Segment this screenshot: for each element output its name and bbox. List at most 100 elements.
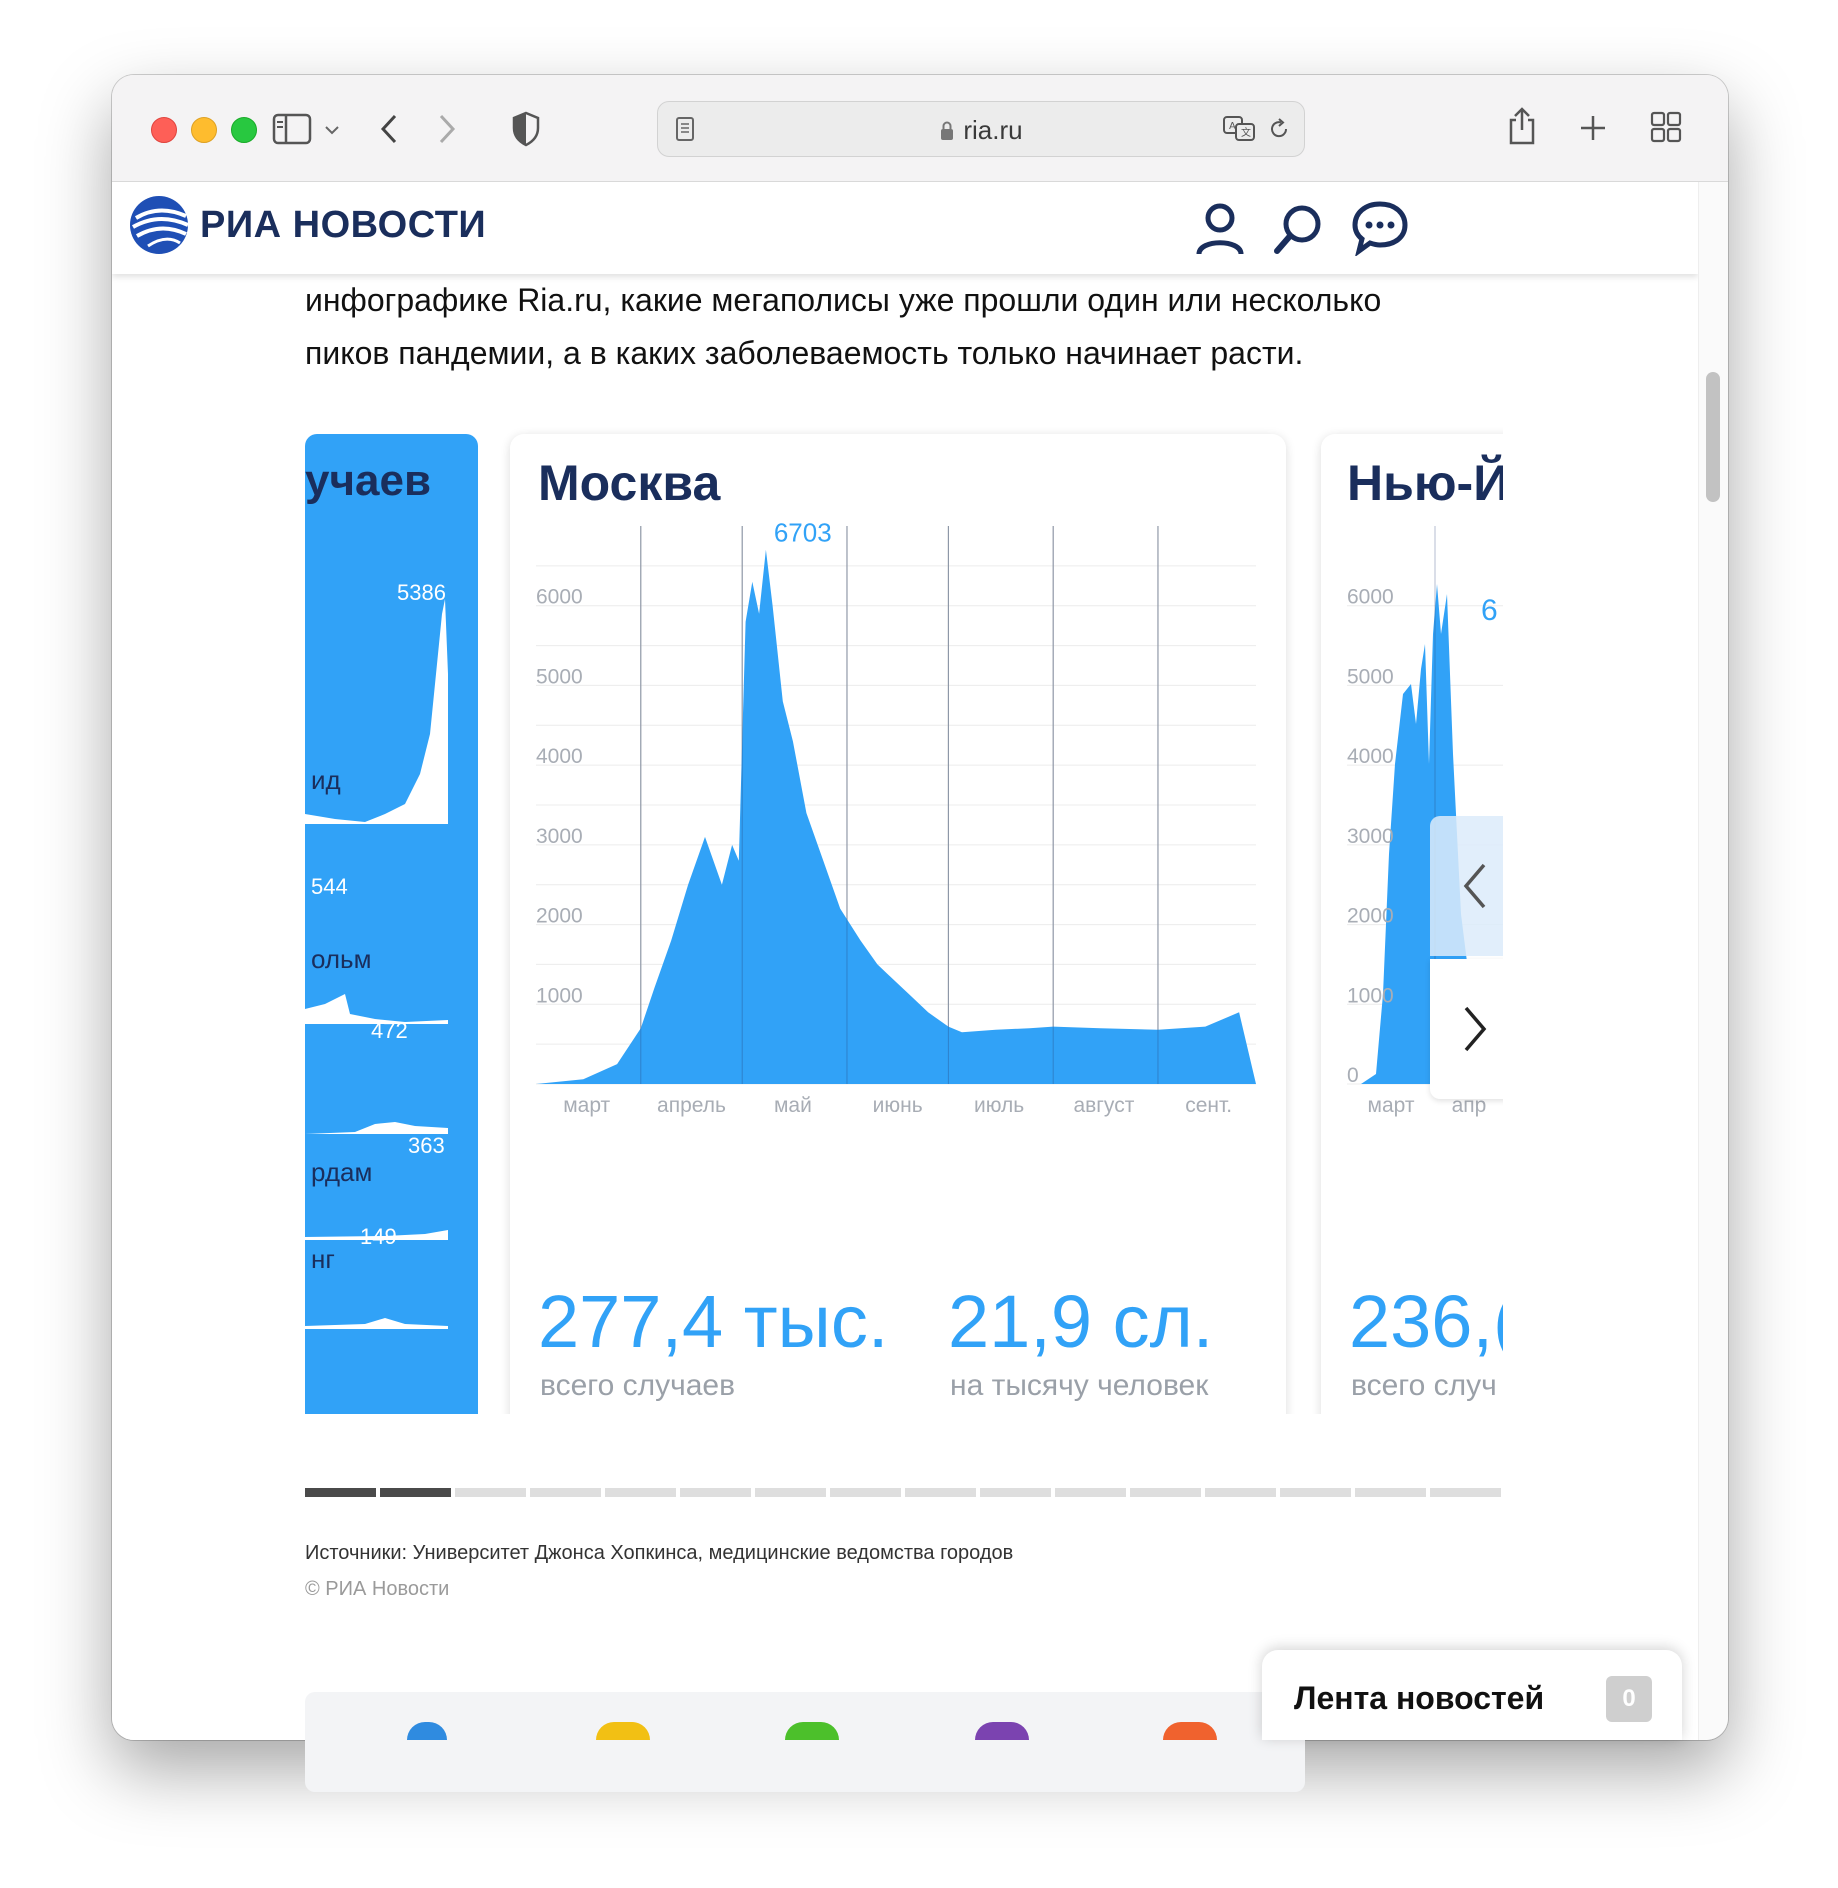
pagination-dot[interactable] bbox=[680, 1488, 751, 1497]
lock-icon bbox=[941, 121, 954, 140]
y-tick-label: 5000 bbox=[536, 665, 583, 688]
mini-peak-3: 472 bbox=[371, 1018, 408, 1043]
ny-y-tick-label: 0 bbox=[1347, 1064, 1359, 1087]
reaction-angry-icon[interactable] bbox=[1163, 1722, 1217, 1740]
pagination-dot[interactable] bbox=[1355, 1488, 1426, 1497]
slider-prev-button[interactable] bbox=[1430, 816, 1503, 956]
pagination-dot[interactable] bbox=[1205, 1488, 1276, 1497]
reaction-laugh-icon[interactable] bbox=[596, 1722, 650, 1740]
new-tab-icon[interactable] bbox=[1576, 111, 1610, 145]
article-paragraph: инфографике Ria.ru, какие мегаполисы уже… bbox=[305, 274, 1455, 380]
y-tick-label: 2000 bbox=[536, 905, 583, 928]
card-moscow[interactable]: Москва 0 1000 2000 3000 4000 5000 6000 март апре… bbox=[510, 434, 1286, 1414]
close-window-button[interactable] bbox=[151, 117, 177, 143]
per-thousand-value: 21,9 сл. bbox=[948, 1280, 1214, 1363]
total-cases-value: 277,4 тыс. bbox=[538, 1280, 889, 1363]
tab-overview-icon[interactable] bbox=[1648, 109, 1684, 145]
site-logo[interactable]: РИА НОВОСТИ bbox=[200, 204, 487, 246]
x-tick-label: март bbox=[563, 1094, 610, 1117]
per-thousand-label: на тысячу человек bbox=[950, 1369, 1209, 1402]
reader-icon[interactable] bbox=[672, 114, 698, 144]
pagination-dot[interactable] bbox=[1130, 1488, 1201, 1497]
x-tick-label: сент. bbox=[1185, 1094, 1232, 1117]
back-icon[interactable] bbox=[374, 109, 404, 149]
site-header: РИА НОВОСТИ bbox=[112, 182, 1698, 274]
ny-y-tick-label: 4000 bbox=[1347, 745, 1394, 768]
pagination-dot[interactable] bbox=[455, 1488, 526, 1497]
sidebar-icon[interactable] bbox=[272, 109, 312, 149]
pagination-dot[interactable] bbox=[1430, 1488, 1501, 1497]
reload-icon[interactable] bbox=[1264, 114, 1294, 144]
pagination-dot[interactable] bbox=[1280, 1488, 1351, 1497]
total-cases-label: всего случаев bbox=[540, 1369, 736, 1402]
card-top-cities[interactable]: учаев 5386 ид 544 ольм 472 363 рдам 149 … bbox=[305, 434, 478, 1414]
news-feed-label: Лента новостей bbox=[1294, 1680, 1545, 1716]
pagination-dot[interactable] bbox=[380, 1488, 451, 1497]
card-title: Москва bbox=[538, 455, 721, 511]
x-tick-label: апрель bbox=[657, 1094, 726, 1117]
ny-peak-fragment: 6 bbox=[1481, 594, 1498, 627]
pagination-dot[interactable] bbox=[305, 1488, 376, 1497]
ria-logo-icon[interactable] bbox=[128, 194, 190, 256]
chevron-down-icon[interactable] bbox=[322, 115, 342, 145]
zoom-window-button[interactable] bbox=[231, 117, 257, 143]
svg-text:A: A bbox=[1229, 121, 1236, 132]
pagination-dot[interactable] bbox=[530, 1488, 601, 1497]
ny-y-tick-label: 3000 bbox=[1347, 825, 1394, 848]
slider-next-button[interactable] bbox=[1430, 959, 1503, 1099]
url-label: ria.ru bbox=[963, 115, 1023, 145]
minimize-window-button[interactable] bbox=[191, 117, 217, 143]
mini-label-1: ид bbox=[311, 765, 341, 795]
card-title-ny: Нью-Й bbox=[1347, 455, 1503, 511]
ny-y-tick-label: 6000 bbox=[1347, 586, 1394, 609]
mini-charts bbox=[305, 599, 448, 1329]
mini-peak-5: 149 bbox=[360, 1224, 397, 1249]
ny-total-label-fragment: всего случ bbox=[1351, 1369, 1497, 1402]
scrollbar-thumb[interactable] bbox=[1706, 372, 1720, 502]
pagination-dot[interactable] bbox=[905, 1488, 976, 1497]
x-tick-label: май bbox=[774, 1094, 812, 1117]
svg-text:文: 文 bbox=[1241, 126, 1251, 139]
source-text: Источники: Университет Джонса Хопкинса, … bbox=[305, 1542, 1014, 1564]
search-icon[interactable] bbox=[1270, 200, 1326, 258]
mini-peak-4: 363 bbox=[408, 1133, 445, 1158]
share-icon[interactable] bbox=[1504, 103, 1540, 149]
mini-label-2: ольм bbox=[311, 944, 372, 974]
pagination-dot[interactable] bbox=[605, 1488, 676, 1497]
x-tick-label: июль bbox=[974, 1094, 1024, 1117]
ny-total-fragment: 236,( bbox=[1349, 1280, 1503, 1363]
reaction-sad-icon[interactable] bbox=[975, 1722, 1029, 1740]
ny-y-tick-label: 1000 bbox=[1347, 984, 1394, 1007]
slider-pagination[interactable] bbox=[305, 1488, 1503, 1498]
pagination-dot[interactable] bbox=[1055, 1488, 1126, 1497]
mini-label-4: рдам bbox=[311, 1157, 373, 1187]
forward-icon[interactable] bbox=[432, 109, 462, 149]
card-title-fragment: учаев bbox=[305, 456, 432, 505]
pagination-dot[interactable] bbox=[830, 1488, 901, 1497]
news-feed-widget[interactable]: Лента новостей 0 bbox=[1262, 1650, 1682, 1740]
x-tick-label: август bbox=[1073, 1094, 1134, 1117]
peak-label: 6703 bbox=[774, 518, 832, 548]
reaction-like-icon[interactable] bbox=[407, 1722, 447, 1740]
article-line-1: инфографике Ria.ru, какие мегаполисы уже… bbox=[305, 282, 1382, 318]
x-tick-label: июнь bbox=[873, 1094, 923, 1117]
infographic-slider[interactable]: учаев 5386 ид 544 ольм 472 363 рдам 149 … bbox=[305, 414, 1503, 1414]
y-tick-label: 0 bbox=[536, 1064, 548, 1087]
privacy-shield-icon[interactable] bbox=[508, 109, 544, 149]
y-tick-label: 4000 bbox=[536, 745, 583, 768]
moscow-area-chart: 0 1000 2000 3000 4000 5000 6000 март апрель май ию… bbox=[536, 518, 1256, 1117]
article-line-2: пиков пандемии, а в каких заболеваемость… bbox=[305, 335, 1304, 371]
news-feed-count: 0 bbox=[1606, 1676, 1652, 1722]
chat-icon[interactable] bbox=[1350, 198, 1410, 258]
pagination-dot[interactable] bbox=[980, 1488, 1051, 1497]
reaction-surprise-icon[interactable] bbox=[785, 1722, 839, 1740]
ny-y-tick-label: 2000 bbox=[1347, 905, 1394, 928]
pagination-dot[interactable] bbox=[755, 1488, 826, 1497]
user-icon[interactable] bbox=[1192, 200, 1248, 258]
y-tick-label: 3000 bbox=[536, 825, 583, 848]
mini-peak-1: 5386 bbox=[397, 580, 446, 605]
y-tick-label: 1000 bbox=[536, 984, 583, 1007]
